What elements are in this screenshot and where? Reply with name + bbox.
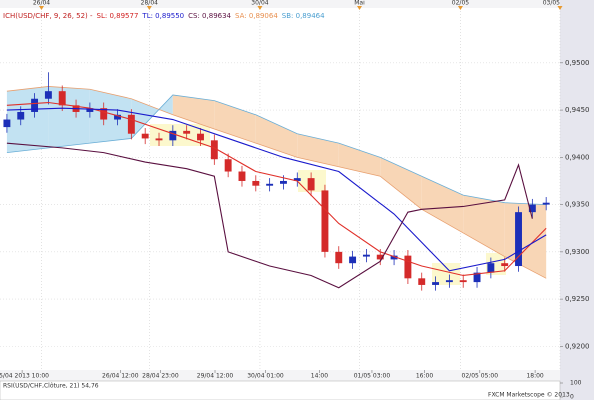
x-tick-label: 14:00 [311, 373, 328, 380]
x-tick-label: 02/05 05:00 [462, 373, 499, 380]
candle-body [445, 280, 453, 283]
indicator-title: ICH(USD/CHF, 9, 26, 52) - [3, 12, 93, 20]
candle-body [459, 280, 467, 283]
y-tick-label: 0,9450 [565, 106, 590, 114]
plot-layer [0, 8, 561, 370]
span-b-line [6, 94, 547, 205]
candle-body [349, 256, 357, 264]
cloud-segment [297, 133, 339, 167]
candle-body [17, 111, 25, 120]
top-tick [557, 6, 563, 10]
candle-body [501, 263, 509, 267]
y-tick-label: 0,9500 [565, 59, 590, 67]
highlight [150, 124, 210, 146]
candle-body [418, 278, 426, 285]
top-tick [38, 6, 44, 10]
indicator-line [6, 101, 547, 277]
candle-body [362, 254, 370, 257]
legend-item: SB: 0,89464 [282, 12, 325, 20]
cloud-segment [380, 157, 422, 210]
legend-item: CS: 0,89634 [188, 12, 231, 20]
legend-item: TL: 0,89550 [141, 12, 184, 20]
candle-body [3, 119, 11, 128]
rsi-tick-label: 0 [570, 394, 574, 400]
x-tick-label: 30/04 01:00 [247, 373, 284, 380]
candle-body [141, 133, 149, 139]
top-tick-label: 28/04 [141, 0, 158, 7]
candle-body [376, 254, 384, 260]
candle-body [114, 114, 121, 120]
candle-body [210, 140, 218, 160]
legend: ICH(USD/CHF, 9, 26, 52) - SL: 0,89577 TL: … [3, 12, 325, 20]
legend-item: SL: 0,89577 [97, 12, 139, 20]
indicator-line [6, 142, 533, 289]
cloud-segment [48, 86, 90, 148]
plot-area [0, 8, 560, 370]
top-tick-label: 26/04 [33, 0, 50, 7]
candle-body [515, 212, 522, 267]
x-tick-label: 26/04 12:00 [102, 373, 139, 380]
top-tick-label: 02/05 [452, 0, 469, 7]
price-axis-panel [560, 0, 594, 400]
top-tick [146, 6, 152, 10]
indicator-line [6, 107, 547, 272]
cloud-segment [6, 86, 49, 153]
candle-body [86, 108, 94, 112]
candle-body [224, 159, 232, 172]
candle-body [528, 204, 536, 213]
top-tick-label: 03/05 [543, 0, 560, 7]
candle-body [390, 255, 398, 260]
candle-body [280, 180, 287, 184]
candle-body [404, 255, 412, 279]
top-tick [357, 6, 363, 10]
rsi-label: RSI(USD/CHF,Clôture, 21) 54,76 [3, 383, 99, 390]
cloud-segment [89, 89, 132, 144]
x-tick-label: 18:00 [526, 373, 543, 380]
candle-body [252, 180, 260, 186]
x-tick-label: 28/04 23:00 [142, 373, 179, 380]
candle-body [58, 91, 66, 106]
top-tick [457, 6, 463, 10]
candle-body [238, 171, 246, 181]
span-a-line [6, 86, 547, 279]
candle-body [487, 263, 495, 273]
y-tick-label: 0,9350 [565, 201, 590, 209]
x-tick-label: 16:00 [416, 373, 433, 380]
rsi-tick-label: 100 [570, 380, 582, 387]
x-tick-label: 25/04 2013 10:00 [0, 373, 49, 380]
legend-item: SA: 0,89064 [235, 12, 278, 20]
candle-body [183, 130, 191, 134]
top-tick [257, 6, 263, 10]
candle-body [169, 130, 177, 141]
rsi-panel [0, 380, 561, 400]
cloud-segment [172, 94, 215, 129]
highlight [432, 263, 460, 285]
candle-body [335, 251, 343, 264]
candle-body [100, 108, 108, 120]
candle-body [542, 202, 550, 205]
cloud-segment [338, 143, 381, 177]
candle-body [155, 138, 163, 141]
y-tick-label: 0,9200 [565, 342, 590, 350]
credit: FXCM Marketscope © 2013 [488, 392, 570, 399]
candle-body [197, 133, 204, 141]
x-tick-label: 29/04 12:00 [197, 373, 234, 380]
candle-body [321, 190, 329, 252]
candle-body [293, 178, 301, 181]
top-tick-label: 30/04 [251, 0, 268, 7]
y-tick-label: 0,9300 [565, 248, 590, 256]
candle-body [432, 282, 440, 285]
candle-body [473, 272, 481, 283]
candle-body [31, 98, 39, 112]
top-tick-label: Mai [354, 0, 365, 7]
candle-body [127, 114, 135, 134]
candle-body [307, 178, 315, 191]
candle-body [44, 91, 52, 99]
cloud-segment [463, 195, 505, 257]
x-tick-label: 01/05 03:00 [354, 373, 391, 380]
y-tick-label: 0,9250 [565, 295, 590, 303]
y-tick-label: 0,9400 [565, 153, 590, 161]
candle-body [266, 183, 274, 186]
